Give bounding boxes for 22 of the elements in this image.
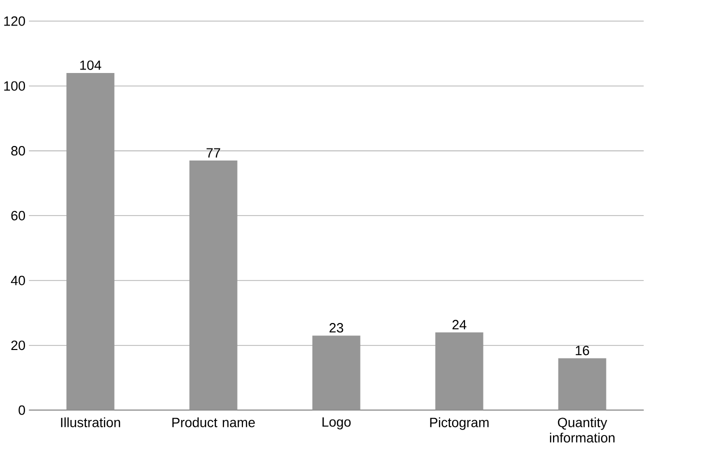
data-label: 24	[452, 320, 466, 330]
y-tick-label: 60	[11, 211, 26, 221]
y-tick-label: 0	[18, 406, 26, 416]
bar	[435, 332, 484, 410]
data-label: 23	[330, 323, 344, 333]
y-tick-label: 80	[11, 146, 26, 156]
data-label: 77	[206, 148, 220, 158]
bar	[66, 73, 114, 410]
data-label: 16	[576, 346, 590, 356]
data-label: 104	[80, 60, 102, 70]
y-tick-label: 40	[10, 276, 26, 286]
x-tick-label: Quantity information	[550, 418, 615, 443]
bar	[558, 358, 606, 410]
x-tick-label: Product name	[172, 418, 255, 428]
x-tick-label: Pictogram	[430, 418, 489, 430]
y-tick-label: 100	[4, 81, 26, 91]
x-tick-label: Logo	[322, 418, 351, 430]
x-tick-label: Illustration	[61, 418, 120, 428]
bar	[189, 160, 238, 410]
y-tick-label: 120	[4, 16, 26, 26]
bar	[312, 336, 360, 410]
y-tick-label: 20	[11, 340, 26, 350]
